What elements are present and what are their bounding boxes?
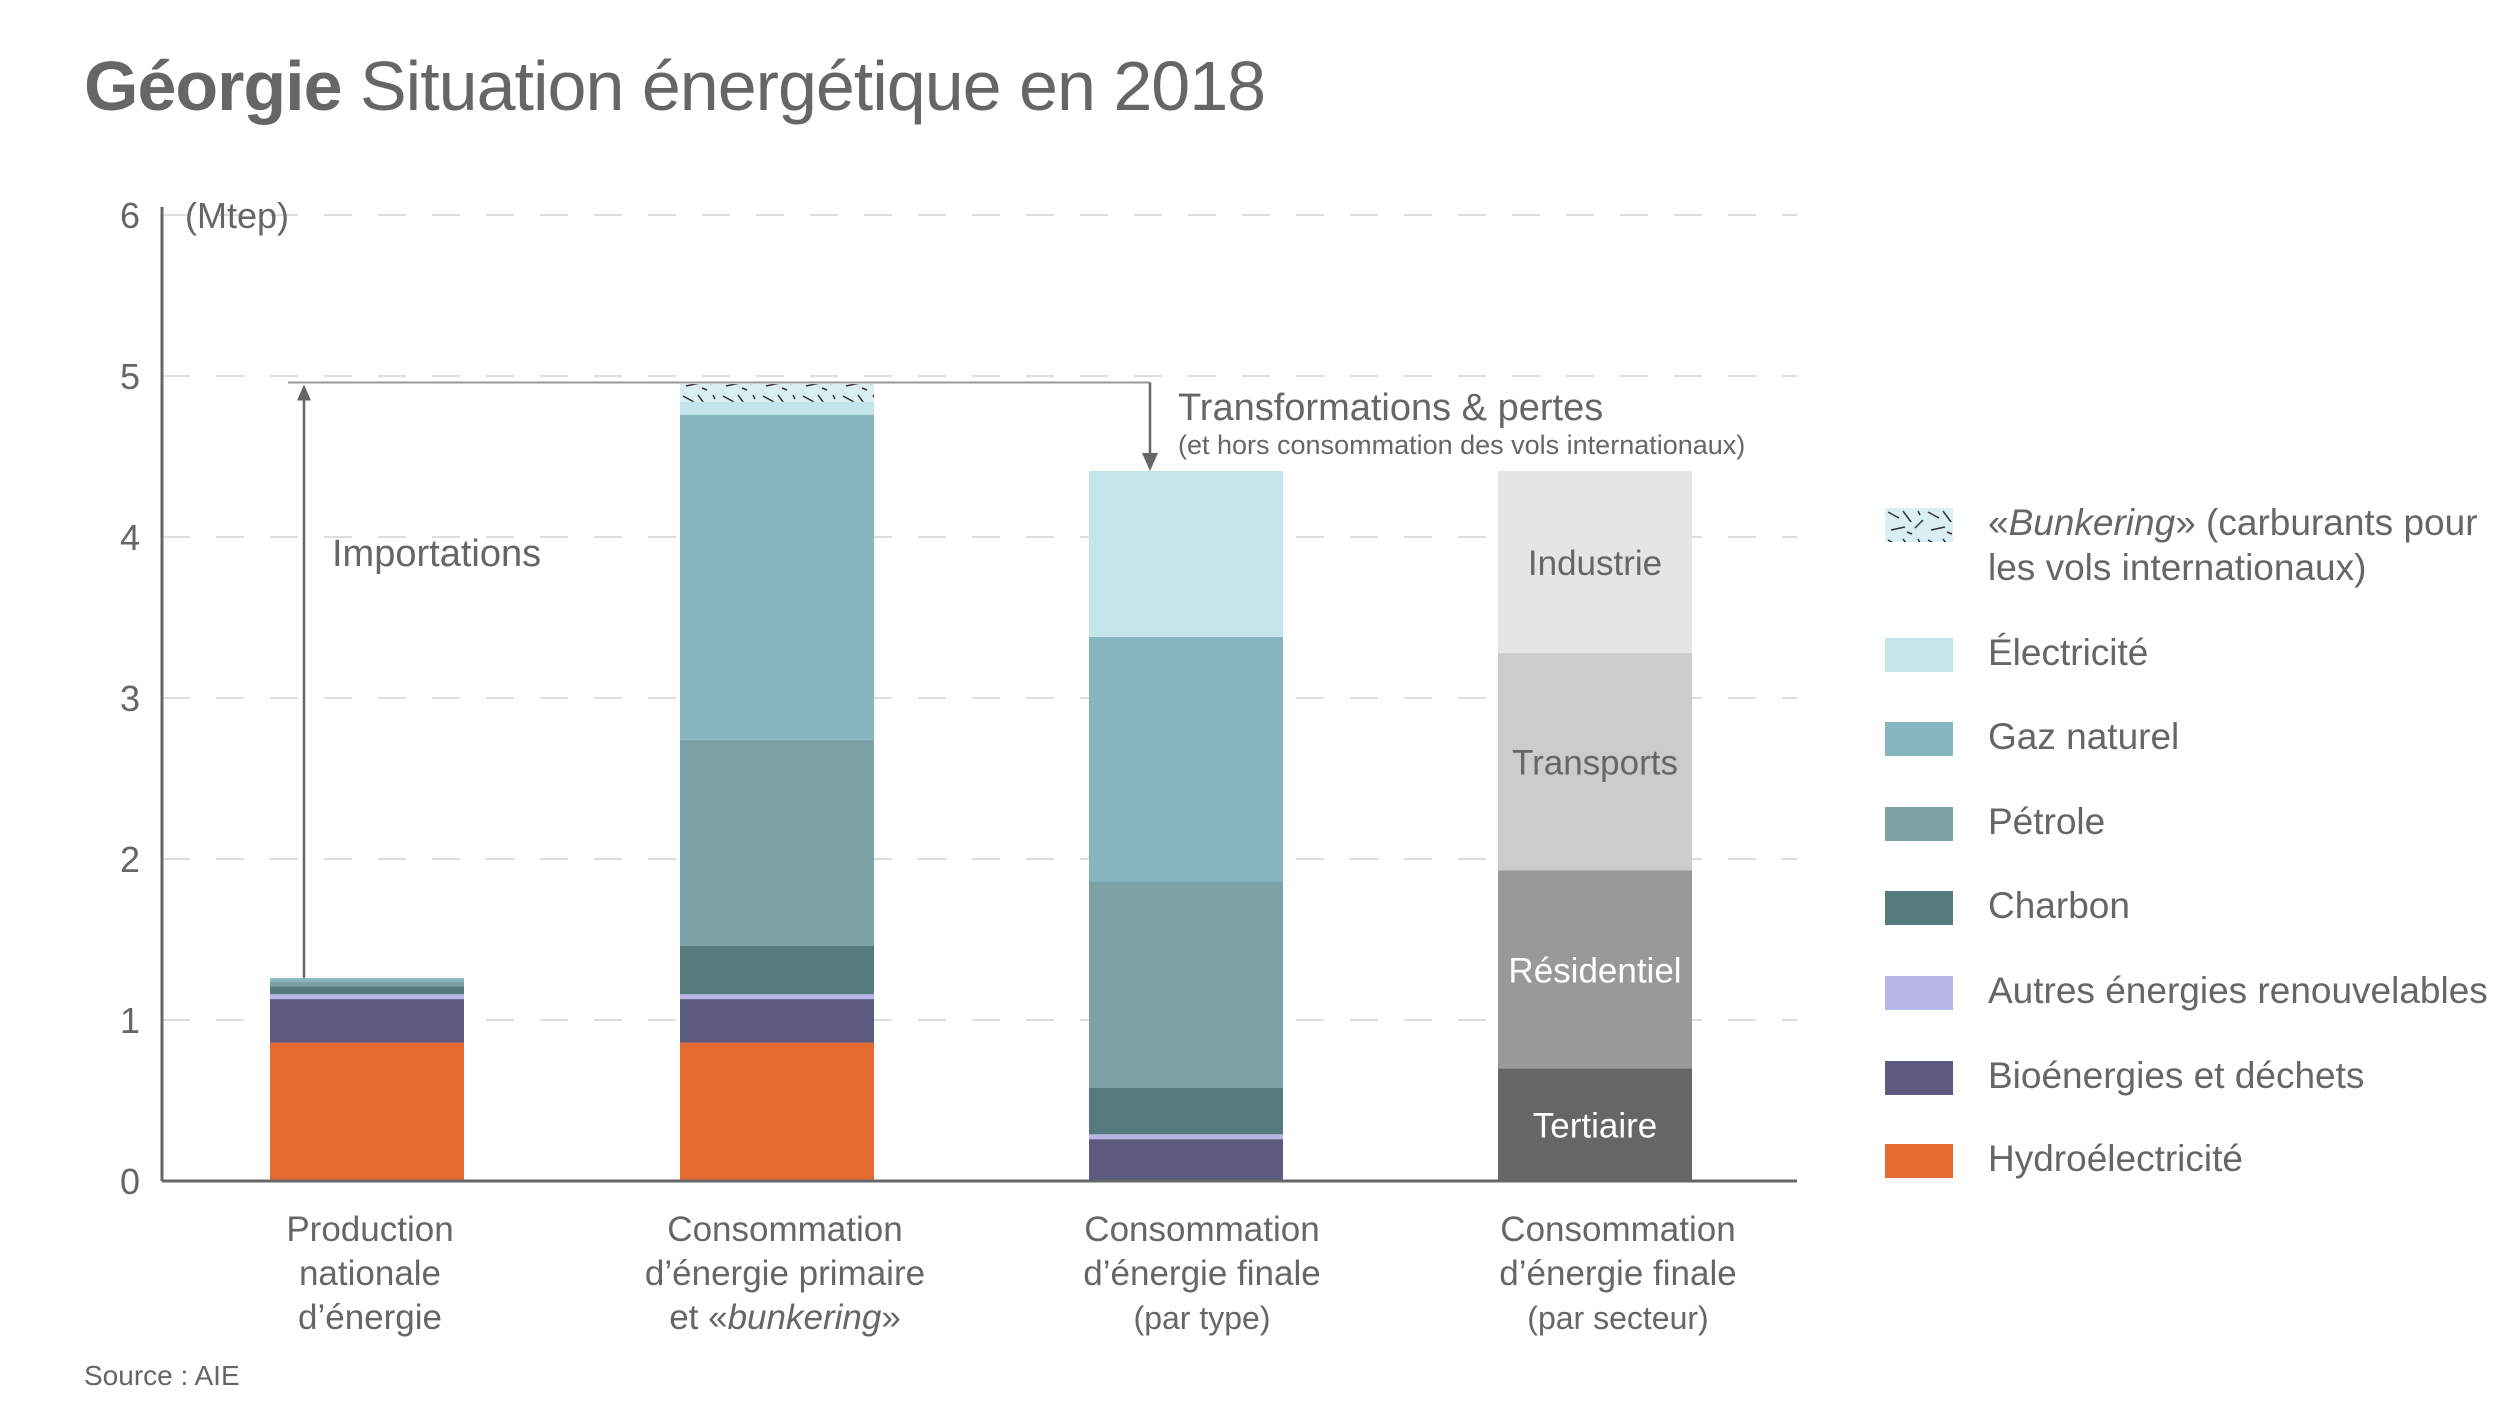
bar-stack (680, 384, 874, 1181)
category-label-line: Consommation (1084, 1210, 1320, 1249)
bar-segment-autres (1089, 1134, 1283, 1140)
category-label-line: nationale (298, 1254, 442, 1293)
bar-stack (270, 978, 464, 1181)
legend-label: Gaz naturel (1988, 716, 2180, 757)
transformations-title: Transformations & pertes (1178, 387, 1604, 429)
bar-segment-charbon (1089, 1087, 1283, 1135)
y-tick-label: 6 (120, 195, 140, 236)
bar-segment-petrole (680, 739, 874, 946)
legend-item-petrole: Pétrole (1885, 799, 2105, 842)
y-axis-unit-label: (Mtep) (185, 195, 289, 236)
bar-segment-petrole (1089, 881, 1283, 1088)
bar-segment-hydro (680, 1042, 874, 1181)
segment-label-tertiaire: Tertiaire (1533, 1107, 1657, 1146)
segment-label-transports: Transports (1512, 744, 1678, 783)
x-category-label: Production nationale d’énergie (170, 1208, 570, 1340)
bar-segment-petrole (270, 981, 464, 987)
bar-segment-residentiel (1498, 870, 1692, 1069)
legend-swatch (1885, 807, 1953, 841)
legend-item-electricite: Électricité (1885, 630, 2148, 673)
transformations-arrowhead (1142, 452, 1158, 471)
legend-swatch (1885, 976, 1953, 1010)
bar-segment-charbon (680, 945, 874, 995)
annotation-arrows (288, 381, 1158, 979)
transformations-subtitle: (et hors consommation des vols internati… (1178, 430, 1746, 460)
bar-segment-bio (270, 999, 464, 1043)
y-tick-label: 3 (120, 678, 140, 719)
bar-segment-electricite (1089, 470, 1283, 637)
bar-segment-gaz (1089, 636, 1283, 882)
bar-segment-autres (680, 994, 874, 1000)
legend-label: «Bunkering» (carburants pour les vols int… (1988, 502, 2478, 588)
bar-segment-bio (1089, 1139, 1283, 1181)
title-country: Géorgie (84, 47, 343, 125)
category-label-line: Consommation (667, 1210, 903, 1249)
bar-segment-gaz (270, 978, 464, 982)
category-label-line: d’énergie finale (1499, 1254, 1737, 1293)
legend-swatch (1885, 1144, 1953, 1178)
legend-item-bunkering: «Bunkering» (carburants pour les vols int… (1885, 500, 2478, 588)
imports-arrowhead (297, 384, 311, 401)
chart-title: Géorgie Situation énergétique en 2018 (84, 46, 1266, 126)
legend-swatch (1885, 1061, 1953, 1095)
legend-item-bio: Bioénergies et déchets (1885, 1053, 2364, 1096)
legend-item-charbon: Charbon (1885, 883, 2130, 926)
legend-swatch (1885, 638, 1953, 672)
category-label-line: et «bunkering» (669, 1298, 901, 1337)
category-label-line: d’énergie primaire (644, 1254, 926, 1293)
legend-label: Charbon (1988, 885, 2130, 926)
legend-label: Électricité (1988, 632, 2149, 673)
axes: 0 1 2 3 4 5 6 (Mtep) (120, 195, 1797, 1202)
category-label-line: Production (286, 1210, 454, 1249)
legend-label: Autres énergies renouvelables (1988, 970, 2488, 1011)
category-label-line: Consommation (1500, 1210, 1736, 1249)
imports-annotation: Importations (332, 533, 542, 575)
bar-stack (1089, 470, 1283, 1181)
bar-segment-gaz (680, 414, 874, 740)
bar-segment-charbon (270, 986, 464, 995)
legend-item-gaz: Gaz naturel (1885, 714, 2179, 757)
y-tick-label: 5 (120, 356, 140, 397)
segment-label-residentiel: Résidentiel (1508, 951, 1681, 990)
bar-segment-bunkering (680, 384, 874, 402)
source-note: Source : AIE (84, 1360, 240, 1391)
category-label-sub: (par type) (1133, 1300, 1271, 1336)
y-tick-label: 2 (120, 839, 140, 880)
legend-item-hydro: Hydroélectricité (1885, 1136, 2243, 1179)
x-category-label: Consommation d’énergie primaire et «bunker… (585, 1208, 985, 1340)
bar-segment-autres (270, 994, 464, 1000)
legend-item-autres: Autres énergies renouvelables (1885, 968, 2488, 1011)
category-label-line: d’énergie (298, 1298, 442, 1337)
transformations-annotation: Transformations & pertes (et hors consom… (1178, 386, 1745, 460)
bars: Tertiaire Résidentiel Transports Industrie (270, 384, 1692, 1181)
legend-label: Hydroélectricité (1988, 1138, 2243, 1179)
bar-segment-electricite (680, 401, 874, 415)
bar-segment-bio (680, 999, 874, 1043)
legend-label: Pétrole (1988, 801, 2106, 842)
legend-swatch (1885, 891, 1953, 925)
bar-segment-hydro (270, 1042, 464, 1181)
x-category-label: Consommation d’énergie finale (par type) (1002, 1208, 1402, 1340)
legend-swatch (1885, 722, 1953, 756)
legend-swatch (1885, 508, 1953, 542)
legend-label: Bioénergies et déchets (1988, 1055, 2365, 1096)
segment-label-industrie: Industrie (1528, 544, 1662, 583)
y-tick-label: 0 (120, 1161, 140, 1202)
y-tick-label: 4 (120, 517, 140, 558)
bar-segment-transports (1498, 652, 1692, 871)
category-label-sub: (par secteur) (1527, 1300, 1709, 1336)
x-category-label: Consommation d’énergie finale (par secteur… (1418, 1208, 1818, 1340)
title-text: Situation énergétique en 2018 (359, 47, 1266, 125)
bar-stack: Tertiaire Résidentiel Transports Industrie (1498, 470, 1692, 1181)
bar-segment-industrie (1498, 470, 1692, 653)
bar-segment-tertiaire (1498, 1068, 1692, 1181)
y-tick-label: 1 (120, 1000, 140, 1041)
category-label-line: d’énergie finale (1083, 1254, 1321, 1293)
